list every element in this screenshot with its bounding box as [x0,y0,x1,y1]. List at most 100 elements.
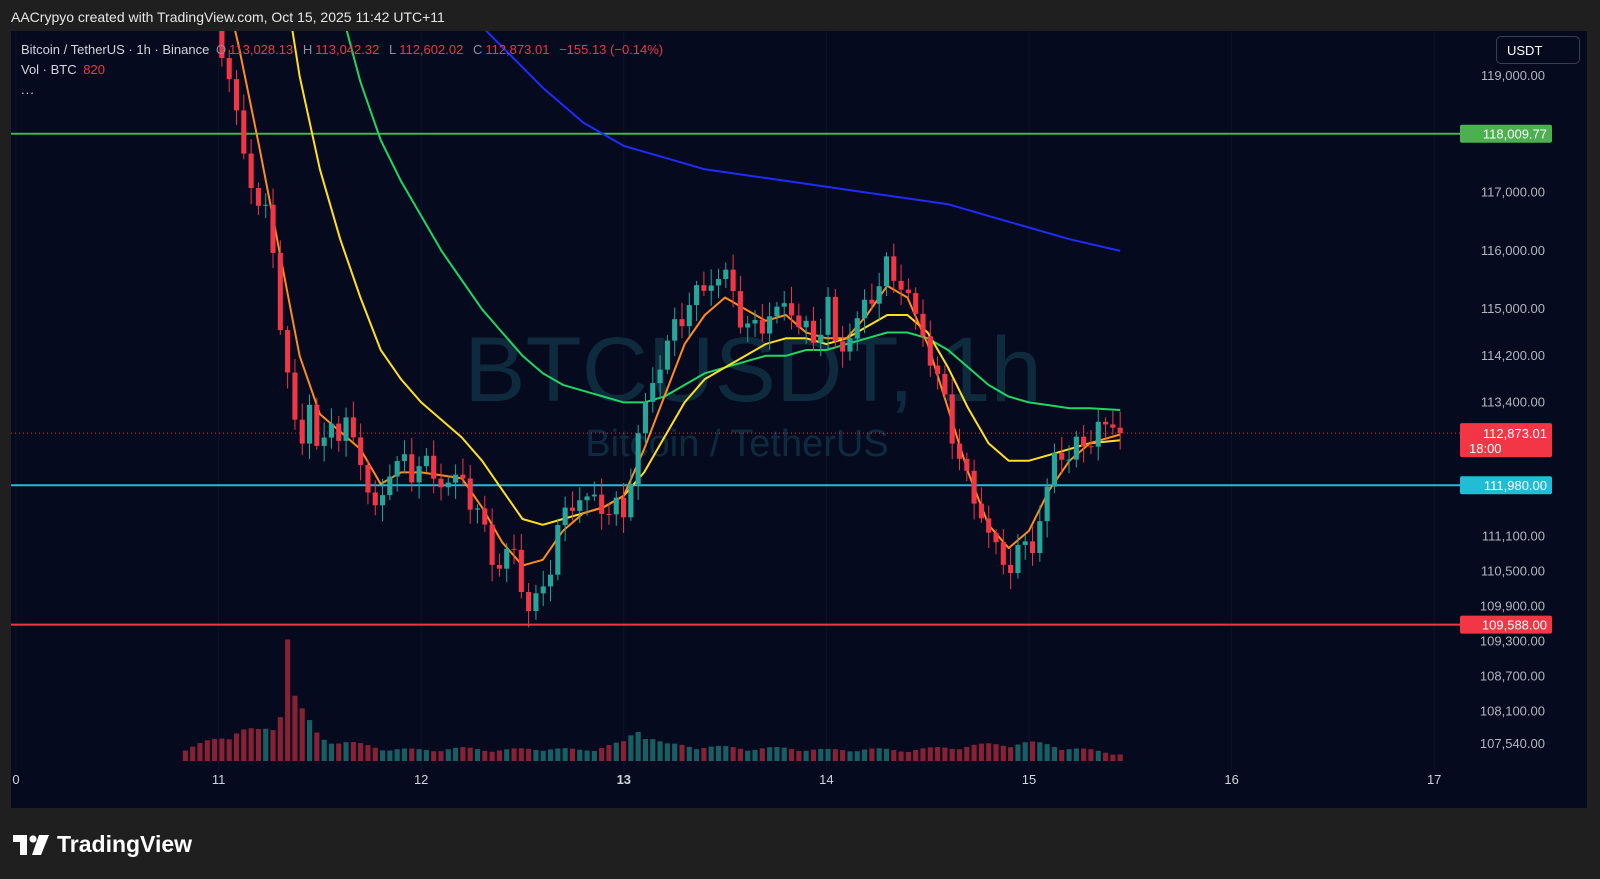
volume-bar [387,750,393,761]
legend-volume-value: 820 [83,62,105,77]
volume-bar [526,748,532,761]
volume-bar [1066,749,1072,761]
volume-bar [942,747,948,761]
candle-body [409,454,415,483]
candle-body [241,110,247,154]
volume-bar [460,747,466,761]
time-tick-label: 13 [617,772,631,787]
legend-more-button[interactable]: ... [21,82,35,97]
candle-body [730,269,736,292]
watermark-ticker: BTCUSDT, 1h [464,319,1042,421]
volume-bar [1059,750,1065,761]
volume-bar [336,743,342,761]
candle-body [496,564,502,569]
price-tick-label: 109,300.00 [1480,633,1545,648]
candle-body [854,318,860,339]
price-chart[interactable]: BTCUSDT, 1h Bitcoin / TetherUS 119,000.0… [11,31,1587,808]
candle-body [832,296,838,342]
volume-bar [482,750,488,761]
candle-body [445,482,451,488]
candle-body [1051,452,1057,487]
volume-bar [657,741,663,761]
candle-body [1088,446,1094,448]
volume-bar [818,749,824,761]
candle-body [584,496,590,501]
time-tick-label: 11 [212,772,226,787]
volume-bar [796,750,802,761]
volume-bar [292,695,298,761]
volume-bar [986,743,992,761]
legend-volume-label[interactable]: Vol · BTC [21,62,77,77]
time-tick-label: 14 [819,772,833,787]
candle-body [263,204,269,206]
volume-bar [759,748,765,761]
volume-bar [978,743,984,761]
volume-bar [876,748,882,761]
candle-body [788,303,795,316]
price-tick-label: 114,200.00 [1481,348,1545,363]
volume-bar [774,747,780,761]
chart-pane[interactable]: BTCUSDT, 1h Bitcoin / TetherUS 119,000.0… [11,31,1587,808]
candle-body [723,269,729,280]
candle-body [869,299,875,304]
volume-bar [869,748,875,761]
volume-bar [372,747,378,761]
candle-body [270,204,276,253]
candle-body [285,330,291,373]
price-tick-label: 110,500.00 [1481,563,1545,578]
volume-bar [781,747,787,761]
volume-bar [810,749,816,761]
volume-bar [949,748,955,761]
volume-bar [686,746,692,761]
candle-body [336,423,342,441]
volume-bar [343,742,349,761]
volume-bar [453,747,459,761]
price-tick-label: 108,700.00 [1480,668,1545,683]
chart-legend: Bitcoin / TetherUS · 1h · Binance O 113,0… [21,41,666,101]
candle-body [321,437,327,446]
currency-button[interactable]: USDT [1496,36,1580,64]
candle-body [1081,436,1087,447]
volume-bar [197,743,203,761]
legend-high-value: 113,042.32 [315,42,380,57]
candle-body [679,319,685,327]
candle-body [372,492,378,506]
volume-bar [803,750,809,761]
volume-bar [328,743,334,761]
volume-bar [935,747,941,761]
candle-body [810,320,816,343]
volume-bar [927,747,933,761]
candle-body [277,252,283,331]
candle-body [489,524,495,565]
volume-bar [701,747,707,761]
candle-body [715,279,722,286]
volume-bar [971,744,977,761]
legend-symbol[interactable]: Bitcoin / TetherUS · 1h · Binance [21,42,210,57]
candle-body [526,592,532,612]
candle-body [599,494,605,514]
candle-body [847,338,853,352]
volume-bar [672,743,678,761]
volume-bar [299,708,305,761]
volume-bar [285,639,291,761]
level-price-tag: 111,980.00 [1484,478,1547,493]
candle-body [1066,459,1072,461]
candle-body [803,320,809,328]
volume-bar [226,739,232,761]
candle-body [993,532,999,543]
volume-bar [628,735,634,761]
price-tick-label: 111,100.00 [1482,528,1545,543]
volume-bar [745,750,751,761]
volume-bar [1022,742,1028,761]
price-tick-label: 108,100.00 [1480,703,1545,718]
volume-bar [635,731,641,761]
volume-bar [445,749,451,761]
volume-bar [723,746,729,761]
candle-body [862,299,868,319]
candle-body [642,401,649,434]
volume-bar [467,747,473,761]
legend-low-label: L [388,42,397,57]
volume-bar [1044,744,1050,761]
volume-bar [1015,744,1021,761]
legend-open-value: 113,028.13 [229,42,294,57]
